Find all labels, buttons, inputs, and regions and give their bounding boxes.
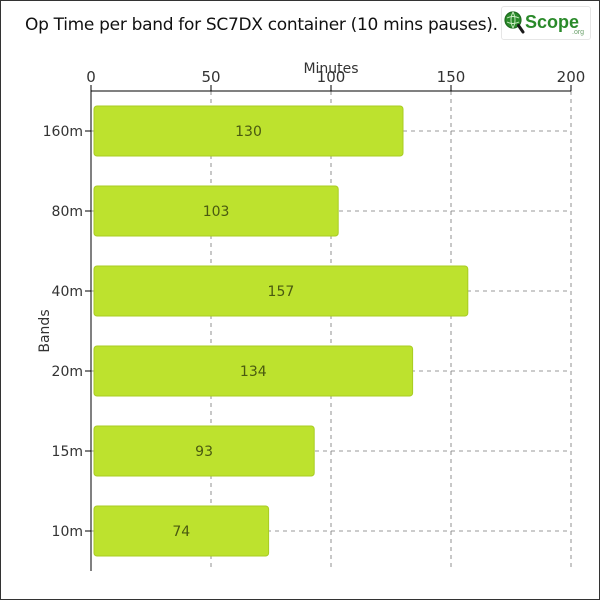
chart-title: Op Time per band for SC7DX container (10… (25, 15, 498, 35)
labels: 0 50 100 150 200 Minutes Bands 160m 130 80m 103 40m… (37, 61, 585, 540)
logo-wordmark: Scope (525, 12, 579, 32)
bar-80m (93, 185, 339, 237)
logo-graphic: Scope .org (504, 11, 584, 36)
x-tick-label: 200 (557, 68, 586, 86)
y-axis-title: Bands (37, 309, 53, 352)
y-tick-label: 10m (52, 524, 83, 540)
y-tick-label: 40m (52, 284, 83, 300)
grid-lines (91, 91, 572, 571)
bar-value-label: 134 (240, 364, 267, 380)
axes (85, 85, 572, 571)
bar-10m (93, 505, 270, 557)
bar-20m (93, 345, 414, 397)
y-tick-label: 20m (52, 364, 83, 380)
bar-40m (93, 265, 469, 317)
x-tick-label: 50 (201, 68, 220, 86)
bar-160m (93, 105, 404, 157)
bar-value-label: 74 (172, 524, 190, 540)
logo-suffix: .org (572, 29, 584, 36)
y-tick-label: 80m (52, 204, 83, 220)
y-tick-label: 160m (43, 124, 83, 140)
bars (93, 105, 469, 557)
magnifier-globe-icon (504, 11, 525, 34)
bar-value-label: 157 (268, 284, 295, 300)
bar-15m (93, 425, 315, 477)
x-tick-label: 0 (86, 68, 96, 86)
x-tick-label: 150 (437, 68, 466, 86)
bar-value-label: 93 (195, 444, 213, 460)
y-tick-label: 15m (52, 444, 83, 460)
x-axis-title: Minutes (303, 61, 358, 77)
x-tick-label: 100 (317, 68, 346, 86)
qrzcq-logo[interactable]: Scope .org (501, 6, 591, 40)
bar-value-label: 130 (235, 124, 262, 140)
bar-value-label: 103 (203, 204, 230, 220)
